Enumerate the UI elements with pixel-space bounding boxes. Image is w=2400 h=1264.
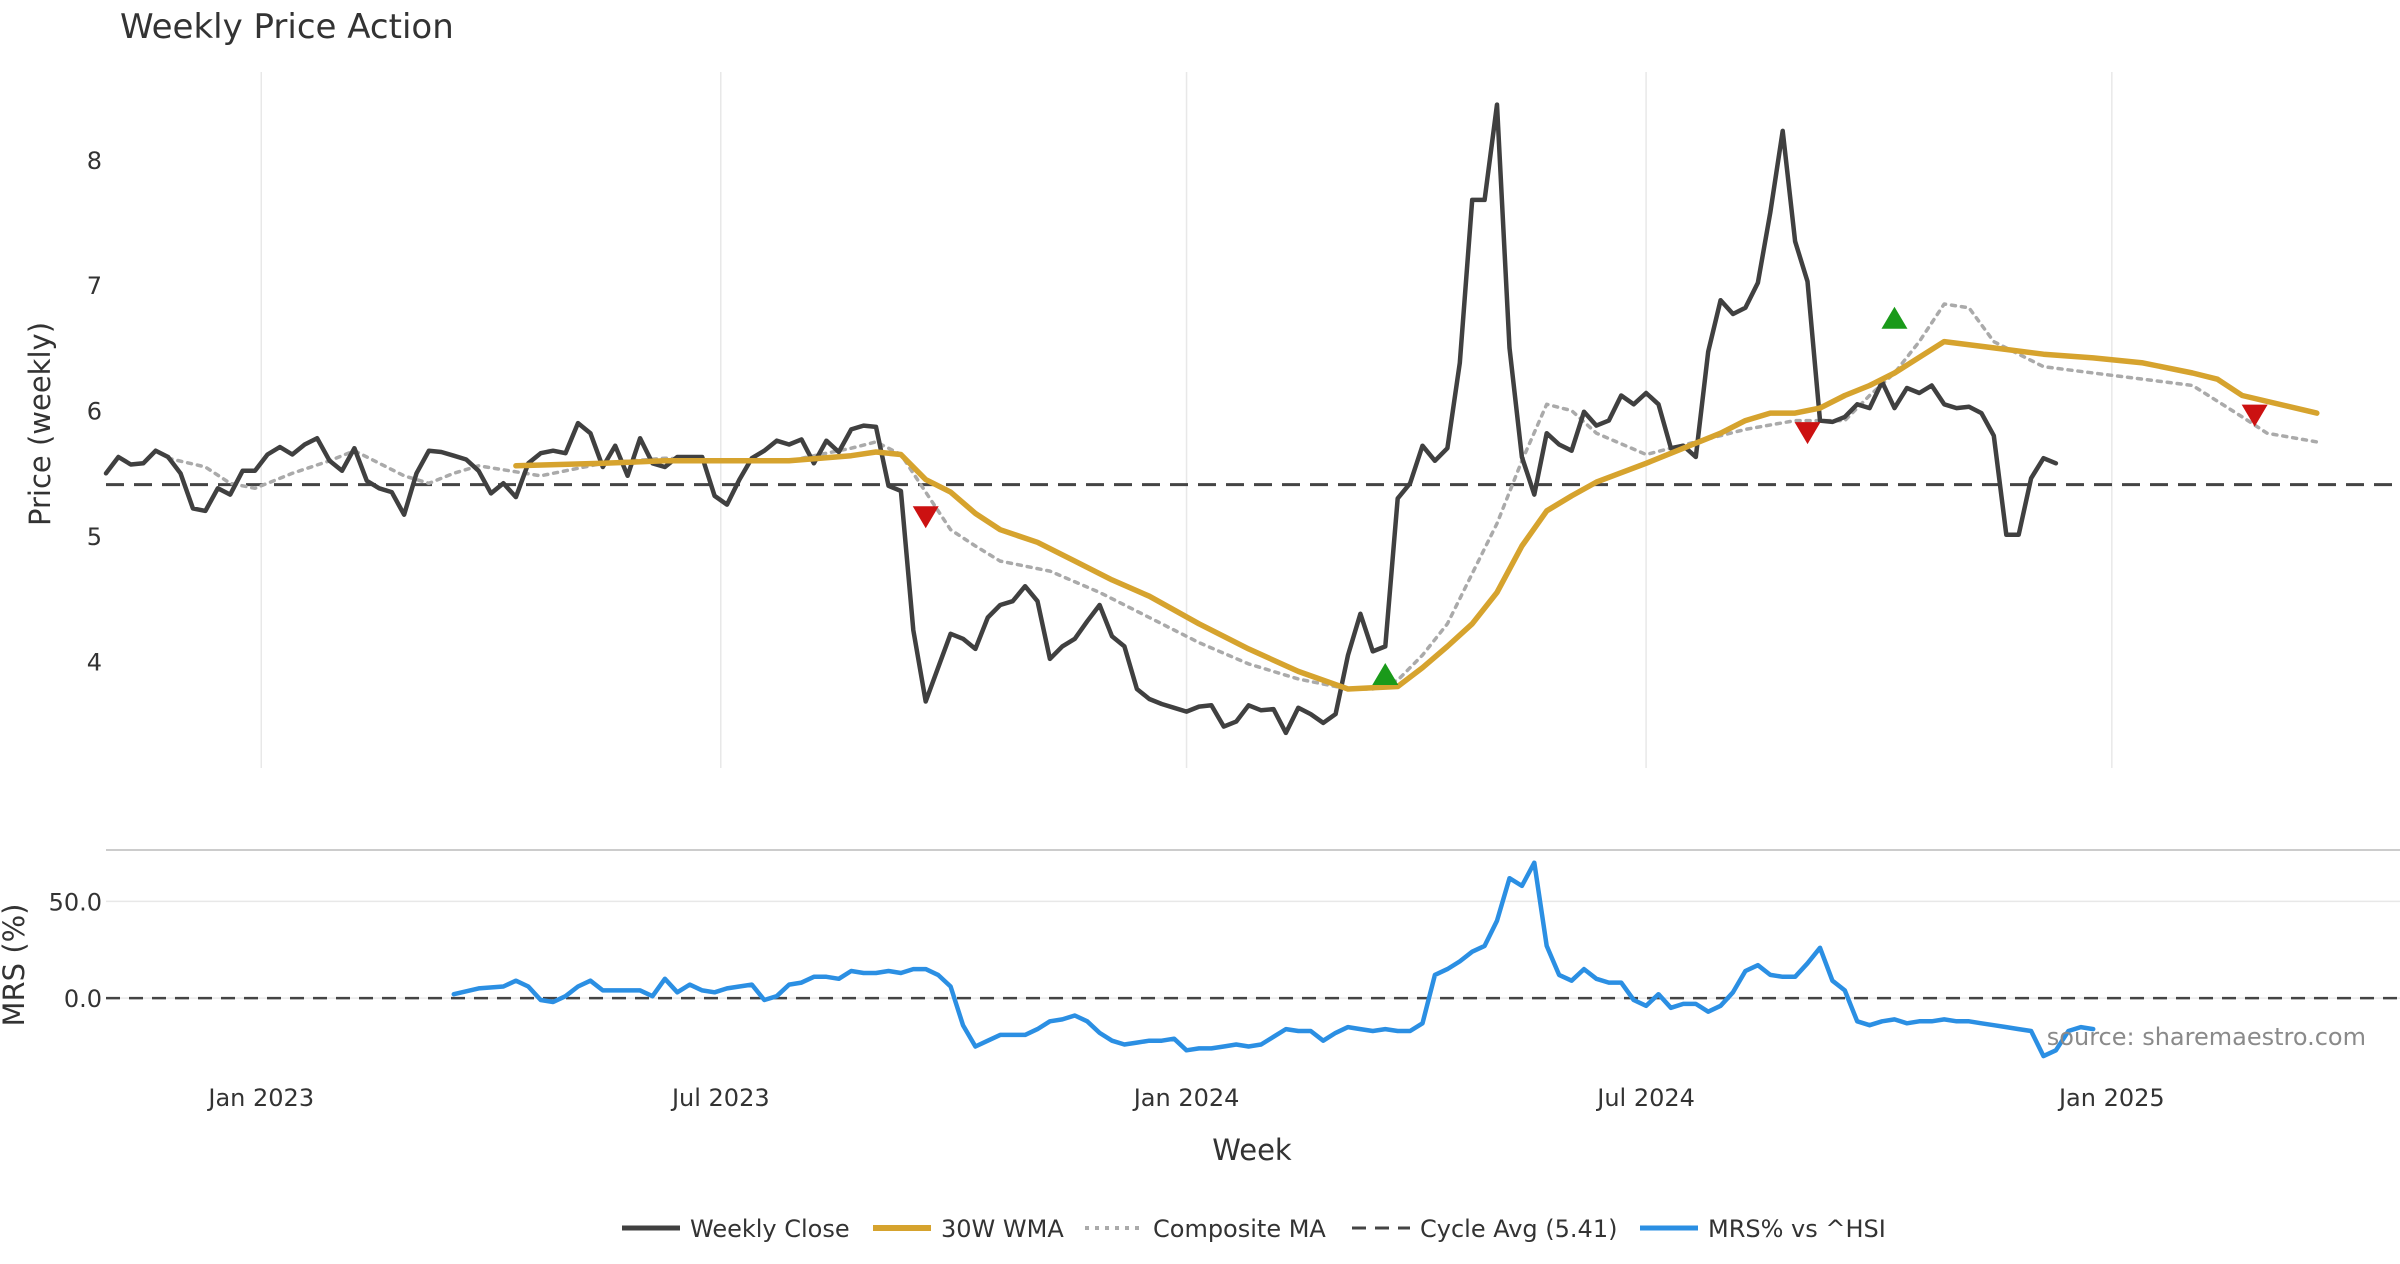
mrs-y-ticks: 0.0 50.0 <box>49 888 102 1013</box>
mrs-panel-grid <box>106 900 2400 999</box>
price-series <box>103 102 2400 736</box>
price-y-tick-label: 4 <box>87 648 102 676</box>
price-y-tick-label: 8 <box>87 147 102 175</box>
sell-signal-marker <box>2241 404 2268 427</box>
chart-title: Weekly Price Action <box>120 7 454 47</box>
x-tick-labels: Jan 2023 Jul 2023 Jan 2024 Jul 2024 Jan 2025… <box>206 1084 2165 1112</box>
x-axis-label: Week <box>1212 1133 1292 1167</box>
source-note: source: sharemaestro.com <box>2047 1023 2366 1051</box>
wma-30w-line <box>513 338 2320 692</box>
mrs-y-tick-label: 0.0 <box>64 985 102 1013</box>
sell-signal-marker <box>912 506 939 529</box>
legend-composite-ma: Composite MA <box>1085 1215 1326 1243</box>
buy-signal-marker <box>1881 306 1908 329</box>
buy-signal-marker <box>1372 662 1399 685</box>
legend-label: Cycle Avg (5.41) <box>1420 1215 1617 1243</box>
mrs-y-tick-label: 50.0 <box>49 888 102 916</box>
legend: Weekly Close 30W WMA Composite MA Cycle Avg… <box>622 1215 1886 1243</box>
x-tick-label: Jan 2023 <box>206 1084 314 1112</box>
price-y-ticks: 4 5 6 7 8 <box>87 147 102 677</box>
signal-markers <box>912 306 2268 685</box>
legend-label: Composite MA <box>1153 1215 1326 1243</box>
legend-label: 30W WMA <box>941 1215 1064 1243</box>
price-y-axis-label: Price (weekly) <box>23 322 57 526</box>
x-tick-label: Jul 2024 <box>1595 1084 1695 1112</box>
legend-weekly-close: Weekly Close <box>622 1215 850 1243</box>
x-tick-label: Jul 2023 <box>670 1084 770 1112</box>
mrs-y-axis-label: MRS (%) <box>0 904 31 1027</box>
composite-ma-line <box>166 302 2319 691</box>
legend-cycle-avg: Cycle Avg (5.41) <box>1352 1215 1617 1243</box>
mrs-series <box>106 860 2400 1059</box>
price-y-tick-label: 5 <box>87 523 102 551</box>
x-tick-label: Jan 2025 <box>2057 1084 2165 1112</box>
legend-label: Weekly Close <box>690 1215 850 1243</box>
price-y-tick-label: 6 <box>87 398 102 426</box>
legend-wma-30w: 30W WMA <box>873 1215 1064 1243</box>
sell-signal-marker <box>1794 422 1821 445</box>
legend-mrs: MRS% vs ^HSI <box>1640 1215 1886 1243</box>
x-tick-label: Jan 2024 <box>1132 1084 1240 1112</box>
weekly-close-line <box>103 102 2059 736</box>
legend-label: MRS% vs ^HSI <box>1708 1215 1886 1243</box>
price-panel-grid <box>260 72 2113 768</box>
mrs-line <box>451 860 2096 1059</box>
price-y-tick-label: 7 <box>87 272 102 300</box>
